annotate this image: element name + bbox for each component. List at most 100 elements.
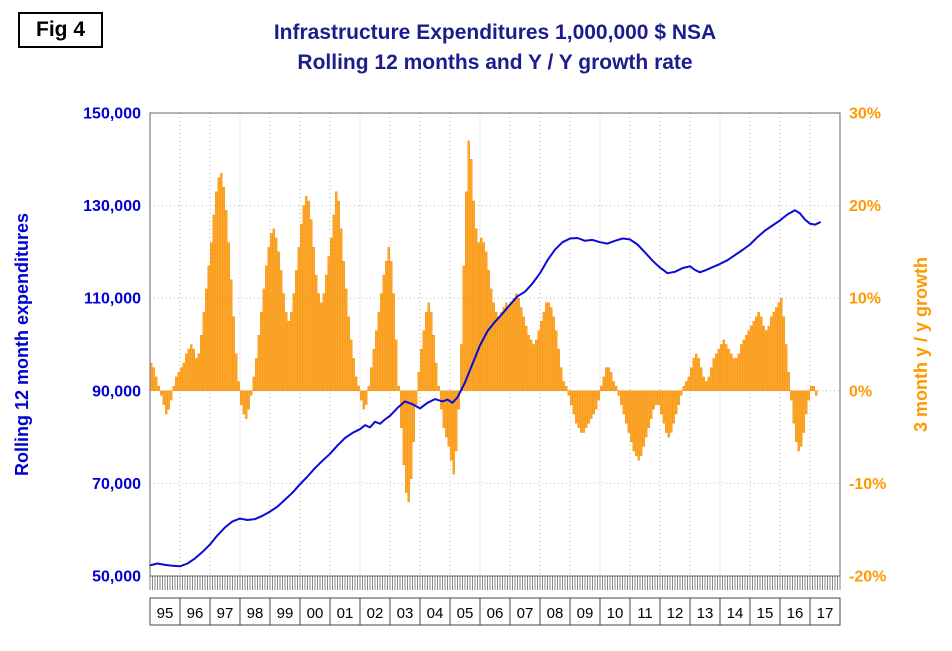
growth-bar [675, 390, 678, 415]
year-label: 96 [187, 605, 204, 622]
y-right-tick-label: 0% [849, 383, 872, 400]
figure-label: Fig 4 [18, 12, 104, 48]
growth-bar [570, 390, 573, 405]
growth-bar [535, 339, 538, 391]
growth-bar [317, 293, 320, 392]
growth-bar [495, 311, 498, 392]
growth-bar [805, 390, 808, 415]
growth-bar [222, 186, 225, 392]
growth-bar [677, 390, 680, 405]
growth-bar [580, 390, 583, 433]
growth-bar [320, 302, 323, 391]
growth-bar [375, 330, 378, 392]
year-label: 06 [487, 605, 504, 622]
growth-bar [595, 390, 598, 410]
year-strip: 95 96 97 98 99 00 01 02 03 04 05 06 07 08 09 10 11 12 13 14… [149, 597, 841, 626]
growth-bar [412, 390, 415, 442]
growth-bar [520, 307, 523, 392]
growth-bar [427, 302, 430, 391]
growth-bar [807, 390, 810, 401]
growth-bar [617, 390, 620, 396]
growth-bar [812, 386, 815, 392]
growth-bar [240, 390, 243, 405]
year-label: 05 [457, 605, 474, 622]
year-label: 97 [217, 605, 234, 622]
year-label: 04 [427, 605, 444, 622]
growth-bar [690, 367, 693, 391]
growth-bar [592, 390, 595, 415]
year-label: 03 [397, 605, 414, 622]
growth-bar [642, 390, 645, 447]
growth-bar [795, 390, 798, 442]
y-left-tick-label: 90,000 [92, 383, 141, 400]
growth-bar [632, 390, 635, 452]
growth-bar [450, 390, 453, 461]
growth-bar [212, 214, 215, 391]
growth-bar [635, 390, 638, 456]
growth-bar [622, 390, 625, 415]
growth-bar [735, 358, 738, 391]
growth-bar [420, 348, 423, 392]
y-left-tick-label: 50,000 [92, 569, 141, 586]
growth-bar [620, 390, 623, 405]
y-right-tick-label: 10% [849, 291, 881, 308]
growth-bar [475, 228, 478, 392]
growth-bar [270, 233, 273, 391]
growth-bars [150, 140, 818, 503]
growth-bar [590, 390, 593, 419]
year-label: 01 [337, 605, 354, 622]
growth-bar [737, 353, 740, 391]
growth-bar [227, 242, 230, 392]
growth-bar [405, 390, 408, 493]
growth-bar [627, 390, 630, 433]
growth-bar [277, 251, 280, 391]
growth-bar [490, 288, 493, 391]
growth-bar [525, 325, 528, 392]
year-label: 13 [697, 605, 714, 622]
growth-bar [165, 390, 168, 415]
growth-bar [462, 265, 465, 391]
growth-bar [777, 302, 780, 391]
growth-bar [455, 390, 458, 452]
growth-bar [445, 390, 448, 438]
growth-bar [775, 307, 778, 392]
growth-bar [552, 316, 555, 392]
growth-bar [782, 316, 785, 392]
year-cell [809, 597, 841, 626]
growth-bar [537, 330, 540, 392]
growth-bar [645, 390, 648, 438]
growth-bar [670, 390, 673, 433]
growth-bar [472, 200, 475, 392]
growth-bar [665, 390, 668, 433]
growth-bar [562, 381, 565, 392]
y-left-tick-label: 150,000 [83, 106, 141, 123]
growth-bar [750, 325, 753, 392]
growth-bar [477, 242, 480, 392]
growth-bar [192, 348, 195, 392]
growth-bar [365, 390, 368, 405]
growth-bar [497, 316, 500, 392]
y-right-tick-label: -20% [849, 569, 886, 586]
growth-bar [260, 311, 263, 392]
growth-bar [447, 390, 450, 447]
year-label: 07 [517, 605, 534, 622]
left-axis-title: Rolling 12 month expenditures [12, 213, 32, 476]
growth-bar [295, 270, 298, 391]
growth-bar [697, 358, 700, 391]
growth-bar [357, 386, 360, 392]
year-label: 17 [817, 605, 834, 622]
growth-bar [517, 298, 520, 392]
growth-bar [407, 390, 410, 503]
growth-bar [700, 367, 703, 391]
growth-bar [747, 330, 750, 392]
growth-bar [720, 344, 723, 391]
growth-bar [567, 390, 570, 396]
growth-bar [390, 261, 393, 392]
growth-bar [640, 390, 643, 456]
growth-bar [262, 288, 265, 391]
year-label: 12 [667, 605, 684, 622]
y-right-tick-label: -10% [849, 476, 886, 493]
growth-bar [647, 390, 650, 428]
growth-bar [512, 298, 515, 392]
